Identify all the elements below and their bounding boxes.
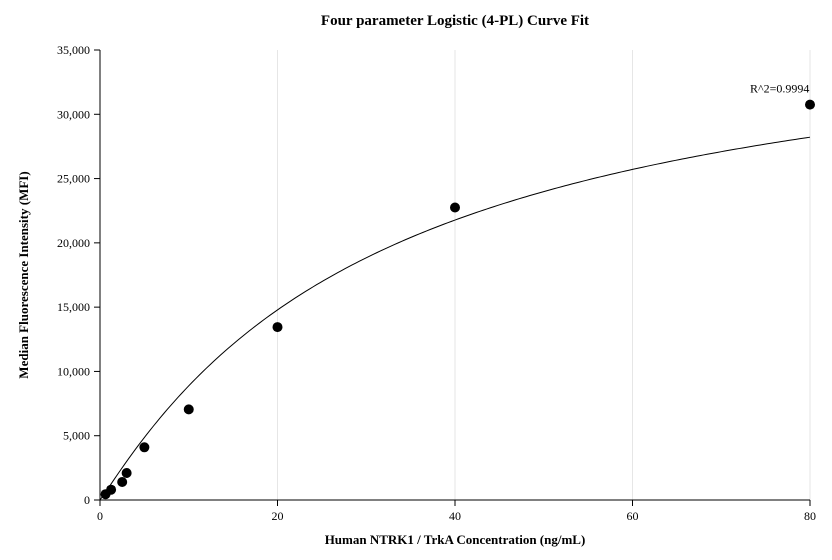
y-axis-ticks: 0 5,000 10,000 15,000 20,000 25,000 30,000 35,0… <box>57 43 100 507</box>
y-tick-label: 30,000 <box>57 107 90 121</box>
y-tick-label: 35,000 <box>57 43 90 57</box>
y-tick-label: 10,000 <box>57 364 90 378</box>
x-axis-label: Human NTRK1 / TrkA Concentration (ng/mL) <box>325 532 586 547</box>
x-tick-label: 40 <box>449 509 461 523</box>
y-tick-label: 0 <box>84 493 90 507</box>
data-points <box>101 100 815 500</box>
data-point <box>450 203 460 213</box>
data-point <box>184 404 194 414</box>
data-point <box>122 468 132 478</box>
data-point <box>117 477 127 487</box>
y-tick-label: 20,000 <box>57 236 90 250</box>
x-tick-label: 80 <box>804 509 816 523</box>
y-tick-label: 5,000 <box>63 429 90 443</box>
y-axis-label: Median Fluorescence Intensity (MFI) <box>16 171 31 378</box>
vertical-gridlines <box>278 50 811 500</box>
r-squared-annotation: R^2=0.9994 <box>750 82 809 96</box>
x-tick-label: 60 <box>627 509 639 523</box>
x-axis-ticks: 0 20 40 60 80 <box>97 500 816 523</box>
y-tick-label: 15,000 <box>57 300 90 314</box>
data-point <box>139 442 149 452</box>
data-point <box>106 485 116 495</box>
y-tick-label: 25,000 <box>57 172 90 186</box>
x-tick-label: 0 <box>97 509 103 523</box>
data-point <box>805 100 815 110</box>
x-tick-label: 20 <box>272 509 284 523</box>
data-point <box>273 322 283 332</box>
chart-title: Four parameter Logistic (4-PL) Curve Fit <box>321 13 589 29</box>
